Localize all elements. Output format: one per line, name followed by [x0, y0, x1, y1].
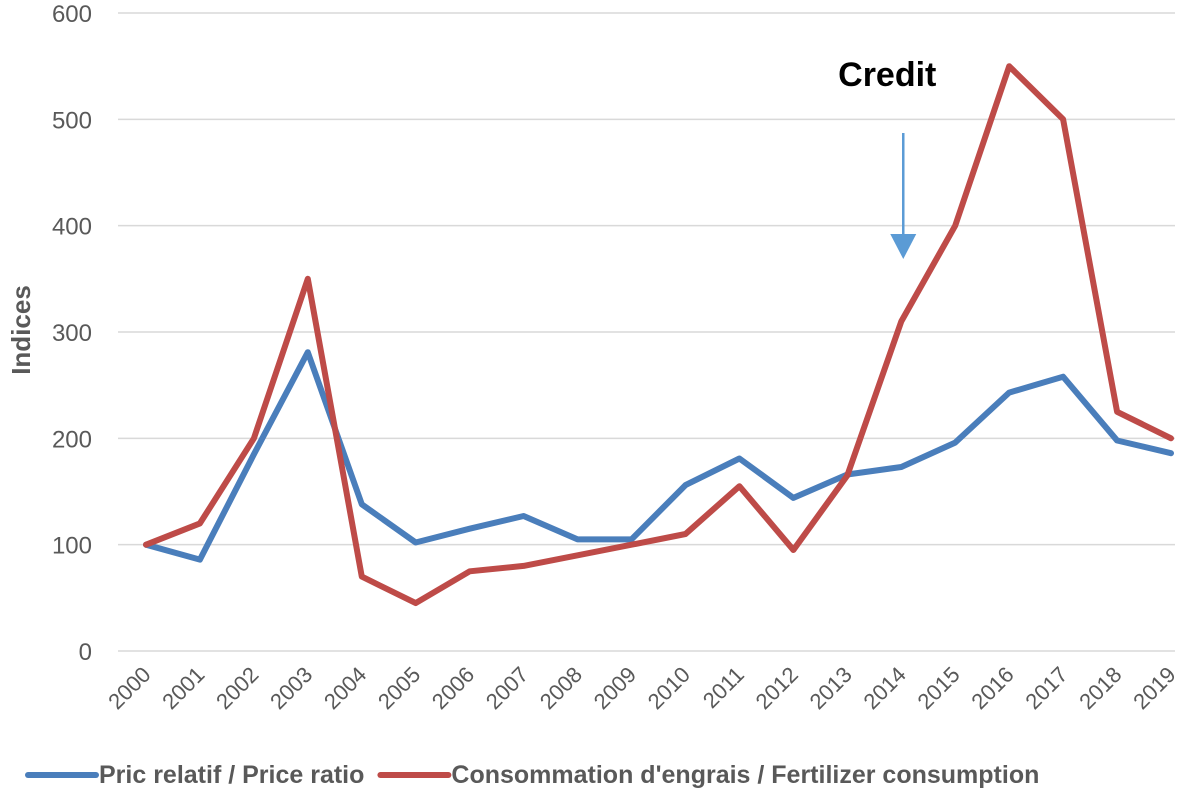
legend: Pric relatif / Price ratio Consommation d… [25, 761, 1039, 789]
gridlines [118, 12, 1175, 652]
data-point [629, 536, 635, 542]
data-point [844, 473, 850, 479]
data-point [790, 495, 796, 501]
x-tick-label: 2012 [751, 662, 803, 714]
x-tick-label: 2013 [805, 662, 857, 714]
data-point [1168, 450, 1174, 456]
legend-label-0: Pric relatif / Price ratio [99, 761, 364, 789]
data-point [251, 435, 257, 441]
data-point [467, 568, 473, 574]
data-point [629, 542, 635, 548]
data-point [521, 563, 527, 569]
data-point [521, 513, 527, 519]
data-point [1060, 374, 1066, 380]
x-tick-label: 2018 [1074, 662, 1126, 714]
data-point [952, 223, 958, 229]
x-tick-label: 2009 [589, 662, 641, 714]
data-point [1006, 390, 1012, 396]
data-point [898, 318, 904, 324]
y-tick-label: 600 [52, 1, 92, 28]
data-point [790, 547, 796, 553]
y-tick-label: 100 [52, 533, 92, 560]
data-point [1060, 116, 1066, 122]
x-tick-label: 2010 [643, 662, 695, 714]
x-tick-label: 2019 [1128, 662, 1180, 714]
x-tick-label: 2006 [427, 662, 479, 714]
y-tick-label: 300 [52, 320, 92, 347]
data-point [1114, 409, 1120, 415]
data-point [197, 520, 203, 526]
y-axis-ticks: 0 100 200 300 400 500 600 [52, 1, 92, 666]
data-point [359, 574, 365, 580]
y-tick-label: 200 [52, 426, 92, 453]
data-point [1006, 63, 1012, 69]
data-point [1168, 435, 1174, 441]
data-point [467, 526, 473, 532]
data-point [413, 540, 419, 546]
data-point [898, 464, 904, 470]
data-point [1114, 437, 1120, 443]
x-tick-label: 2000 [103, 662, 155, 714]
data-point [305, 276, 311, 282]
x-tick-label: 2015 [912, 662, 964, 714]
x-tick-label: 2008 [535, 662, 587, 714]
data-point [359, 501, 365, 507]
series-line-0 [143, 349, 1174, 563]
data-point [575, 536, 581, 542]
data-point [682, 482, 688, 488]
x-tick-label: 2004 [319, 662, 371, 714]
legend-label-1: Consommation d'engrais / Fertilizer cons… [451, 761, 1039, 789]
x-tick-label: 2007 [481, 662, 533, 714]
x-tick-label: 2002 [211, 662, 263, 714]
x-tick-label: 2011 [698, 662, 749, 713]
series-lines [143, 63, 1174, 607]
y-tick-label: 400 [52, 214, 92, 241]
data-point [736, 456, 742, 462]
data-point [305, 349, 311, 355]
data-point [575, 552, 581, 558]
data-point [143, 542, 149, 548]
data-point [197, 557, 203, 563]
data-point [952, 440, 958, 446]
series-line-1 [143, 63, 1174, 607]
annotations: Credit [838, 56, 936, 259]
y-axis-label: Indices [6, 285, 36, 375]
annotation-arrow-head [890, 234, 917, 259]
data-point [251, 451, 257, 457]
x-tick-label: 2001 [157, 662, 209, 714]
x-tick-label: 2014 [859, 662, 911, 714]
y-tick-label: 500 [52, 107, 92, 134]
x-tick-label: 2017 [1020, 662, 1072, 714]
x-axis-ticks: 2000 2001 2002 2003 2004 2005 2006 2007 2008 2009… [103, 662, 1180, 714]
x-tick-label: 2016 [966, 662, 1018, 714]
data-point [413, 600, 419, 606]
x-tick-label: 2003 [265, 662, 317, 714]
annotation-text: Credit [838, 56, 936, 94]
y-tick-label: 0 [79, 639, 92, 666]
data-point [736, 483, 742, 489]
x-tick-label: 2005 [373, 662, 425, 714]
data-point [682, 531, 688, 537]
